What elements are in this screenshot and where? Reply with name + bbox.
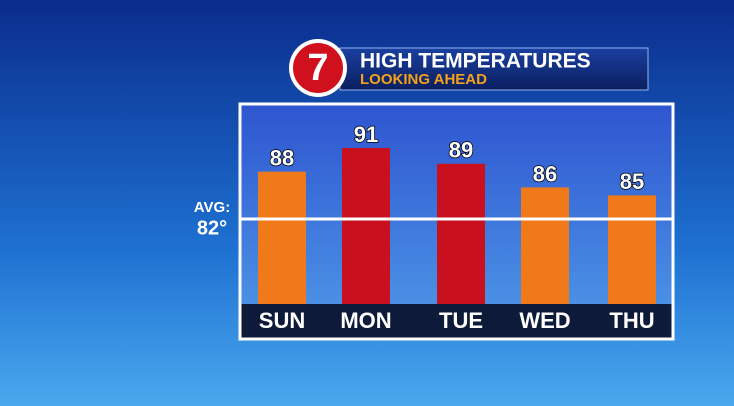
bar <box>258 171 306 304</box>
x-tick-label: WED <box>519 308 570 333</box>
x-tick-label: TUE <box>439 308 483 333</box>
bar <box>342 148 390 304</box>
bar <box>521 187 569 304</box>
chart-subtitle: LOOKING AHEAD <box>360 71 487 88</box>
value-label: 86 <box>533 161 557 186</box>
value-label: 89 <box>449 138 473 163</box>
bar <box>608 195 656 304</box>
value-label: 85 <box>620 169 644 194</box>
x-tick-label: THU <box>609 308 654 333</box>
average-label: 82° <box>197 217 227 239</box>
day-strip <box>241 304 672 338</box>
x-tick-label: MON <box>340 308 391 333</box>
average-name: AVG: <box>194 199 230 216</box>
logo-text: 7 <box>307 47 328 89</box>
value-label: 88 <box>270 145 294 170</box>
bar <box>437 163 485 304</box>
value-label: 91 <box>354 122 378 147</box>
logo <box>293 43 343 93</box>
x-tick-label: SUN <box>259 308 305 333</box>
chart-title: HIGH TEMPERATURES <box>360 50 591 73</box>
